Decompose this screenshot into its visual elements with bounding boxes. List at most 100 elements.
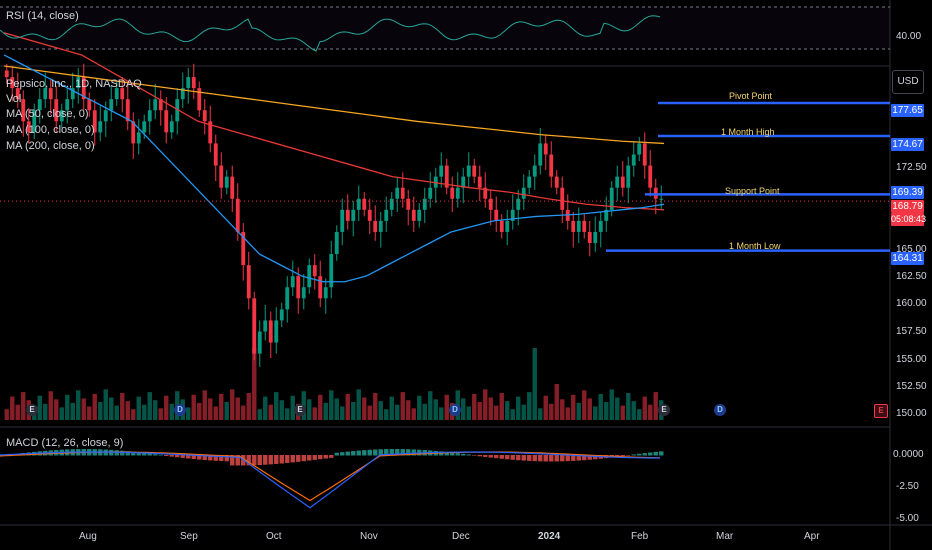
candle-body [147,110,152,122]
candle-body [246,265,251,299]
candle-body [626,165,631,188]
candle-body [450,187,455,199]
month-high-price-tag: 174.67 [891,138,924,151]
volume-bar [318,394,323,420]
ma200-legend[interactable]: MA (200, close, 0) [6,140,95,152]
candle-body [59,110,64,122]
volume-bar [241,405,246,420]
volume-bar [158,408,163,420]
candle-body [290,276,295,288]
volume-bar [213,406,218,420]
candle-body [659,198,664,200]
volume-bar [345,393,350,420]
candle-body [296,276,301,299]
candle-body [362,198,367,210]
macd-histogram-bar [620,455,625,457]
candle-body [466,165,471,177]
volume-bar [70,402,75,420]
candle-body [235,198,240,232]
macd-histogram-bar [340,452,345,456]
macd-histogram-bar [400,449,405,456]
candle-body [455,187,460,199]
candle-body [103,110,108,122]
x-axis-label: Feb [631,531,649,542]
macd-histogram-bar [444,451,449,456]
macd-histogram-bar [279,455,284,464]
volume-bar [274,392,279,420]
candle-body [373,220,378,232]
candle-body [191,77,196,89]
macd-histogram-bar [186,455,191,459]
earnings-event-icon[interactable]: E [26,404,38,416]
volume-bar [340,406,345,420]
volume-bar [367,405,372,420]
candle-body [202,110,207,122]
candle-body [219,165,224,188]
volume-bar [191,394,196,420]
earnings-event-icon[interactable]: E [658,404,670,416]
macd-histogram-bar [472,455,477,456]
earnings-event-icon[interactable]: E [874,404,888,418]
volume-bar [576,402,581,420]
candle-body [428,187,433,199]
volume-bar [197,402,202,420]
candle-body [197,88,202,111]
rsi-legend[interactable]: RSI (14, close) [6,10,79,22]
volume-bar [483,389,488,420]
dividend-event-icon[interactable]: D [714,404,726,416]
earnings-event-icon[interactable]: E [294,404,306,416]
volume-bar [4,409,9,420]
candle-body [461,176,466,188]
macd-histogram-bar [477,455,482,457]
pivot-point-label: Pivot Point [729,91,773,101]
macd-histogram-bar [175,455,180,458]
x-axis-label: Nov [360,531,378,542]
macd-histogram-bar [565,455,570,462]
dividend-event-icon[interactable]: D [449,404,461,416]
volume-bar [263,396,268,420]
macd-histogram-bar [351,451,356,456]
candle-body [417,209,422,221]
macd-legend[interactable]: MACD (12, 26, close, 9) [6,437,124,449]
symbol-legend[interactable]: Pepsico, Inc., 1D, NASDAQ [6,78,142,90]
price-axis-label: 150.00 [896,408,927,419]
price-axis-label: 152.50 [896,381,927,392]
volume-bar [43,403,48,420]
macd-histogram-bar [136,452,141,456]
macd-histogram-bar [367,449,372,456]
candle-body [472,165,477,177]
volume-bar [538,408,543,420]
dividend-event-icon[interactable]: D [174,404,186,416]
candle-body [411,209,416,221]
ma50-legend[interactable]: MA (50, close, 0) [6,108,89,120]
candle-body [307,265,312,288]
volume-bar [131,409,136,420]
macd-histogram-bar [213,455,218,461]
ma100-legend[interactable]: MA (100, close, 0) [6,124,95,136]
macd-histogram-bar [252,455,257,466]
candle-body [10,77,15,89]
x-axis-label: Dec [452,531,470,542]
macd-line [0,451,660,509]
candle-body [587,231,592,243]
volume-bar [136,396,141,420]
macd-histogram-bar [219,455,224,462]
macd-histogram-bar [571,455,576,461]
candle-body [263,320,268,332]
volume-bar [604,402,609,420]
candle-body [136,132,141,144]
currency-button[interactable]: USD [892,70,924,94]
candle-body [505,220,510,232]
volume-bar [142,404,147,420]
macd-histogram-bar [466,454,471,456]
candle-body [21,99,26,122]
macd-axis-label: 0.0000 [893,449,924,460]
candle-body [43,88,48,100]
candle-body [637,143,642,155]
candle-body [109,99,114,111]
volume-bar [76,390,81,420]
ma50-line [3,54,665,283]
vol-legend[interactable]: Vol [6,93,22,105]
candle-body [142,121,147,133]
